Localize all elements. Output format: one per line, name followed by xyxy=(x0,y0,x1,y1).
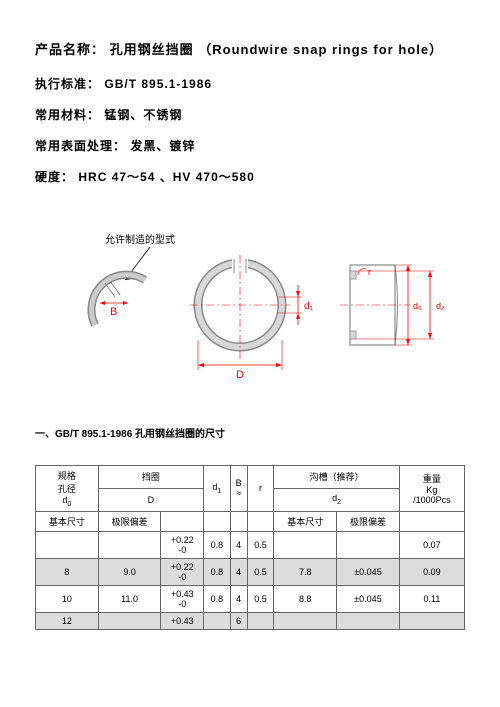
table-section-header: 一、GB/T 895.1-1986 孔用钢丝挡圈的尺寸 xyxy=(35,425,465,440)
annotation-text: 允许制造的型式 xyxy=(105,233,175,246)
product-title: 产品名称： 孔用钢丝挡圈 （Roundwire snap rings for h… xyxy=(35,40,465,61)
svg-text:r: r xyxy=(368,267,371,277)
technical-diagram: 允许制造的型式 B D d₁ xyxy=(35,225,465,385)
surface-line: 常用表面处理： 发黑、镀锌 xyxy=(35,137,465,154)
svg-text:d₀: d₀ xyxy=(413,301,422,311)
material-line: 常用材料： 锰钢、不锈钢 xyxy=(35,106,465,123)
col-tol1: 极限偏差 xyxy=(98,511,161,531)
col-d1: d1 xyxy=(203,465,230,511)
col-D: D xyxy=(98,488,203,511)
col-ring: 挡圈 xyxy=(98,465,203,488)
title-en: （Roundwire snap rings for hole） xyxy=(198,42,443,57)
ring-section-view: r d₀ d₂ xyxy=(340,265,445,345)
svg-text:d₂: d₂ xyxy=(436,301,445,311)
col-basic1: 基本尺寸 xyxy=(36,511,99,531)
dimension-table: 规格 孔径 d0 挡圈 d1 B≈ r 沟槽（推荐） 重量 Kg /1000Pc… xyxy=(35,465,465,630)
svg-text:B: B xyxy=(110,306,117,318)
col-r: r xyxy=(247,465,274,511)
col-tol2: 极限偏差 xyxy=(337,511,400,531)
hardness-line: 硬度： HRC 47～54 、HV 470～580 xyxy=(35,168,465,185)
col-groove: 沟槽（推荐） xyxy=(274,465,399,488)
table-row: 89.0+0.22 -00.840.57.8±0.0450.09 xyxy=(36,558,465,585)
title-cn: 孔用钢丝挡圈 xyxy=(110,42,194,57)
col-weight: 重量 Kg /1000Pcs xyxy=(399,465,464,511)
svg-text:D: D xyxy=(236,369,244,381)
ring-variant-icon: B xyxy=(91,274,145,324)
col-d2: d2 xyxy=(274,488,399,511)
col-spec: 规格 孔径 d0 xyxy=(36,465,99,511)
svg-text:d₁: d₁ xyxy=(304,301,314,312)
table-row: 12+0.436 xyxy=(36,612,465,629)
ring-front-view: D d₁ xyxy=(190,255,314,381)
col-basic2: 基本尺寸 xyxy=(274,511,337,531)
col-B: B≈ xyxy=(230,465,247,511)
table-row: +0.22 -00.840.50.07 xyxy=(36,531,465,558)
table-row: 1011.0+0.43 -00.840.58.8±0.0450.11 xyxy=(36,585,465,612)
standard-line: 执行标准： GB/T 895.1-1986 xyxy=(35,75,465,92)
title-label: 产品名称： xyxy=(35,42,105,57)
